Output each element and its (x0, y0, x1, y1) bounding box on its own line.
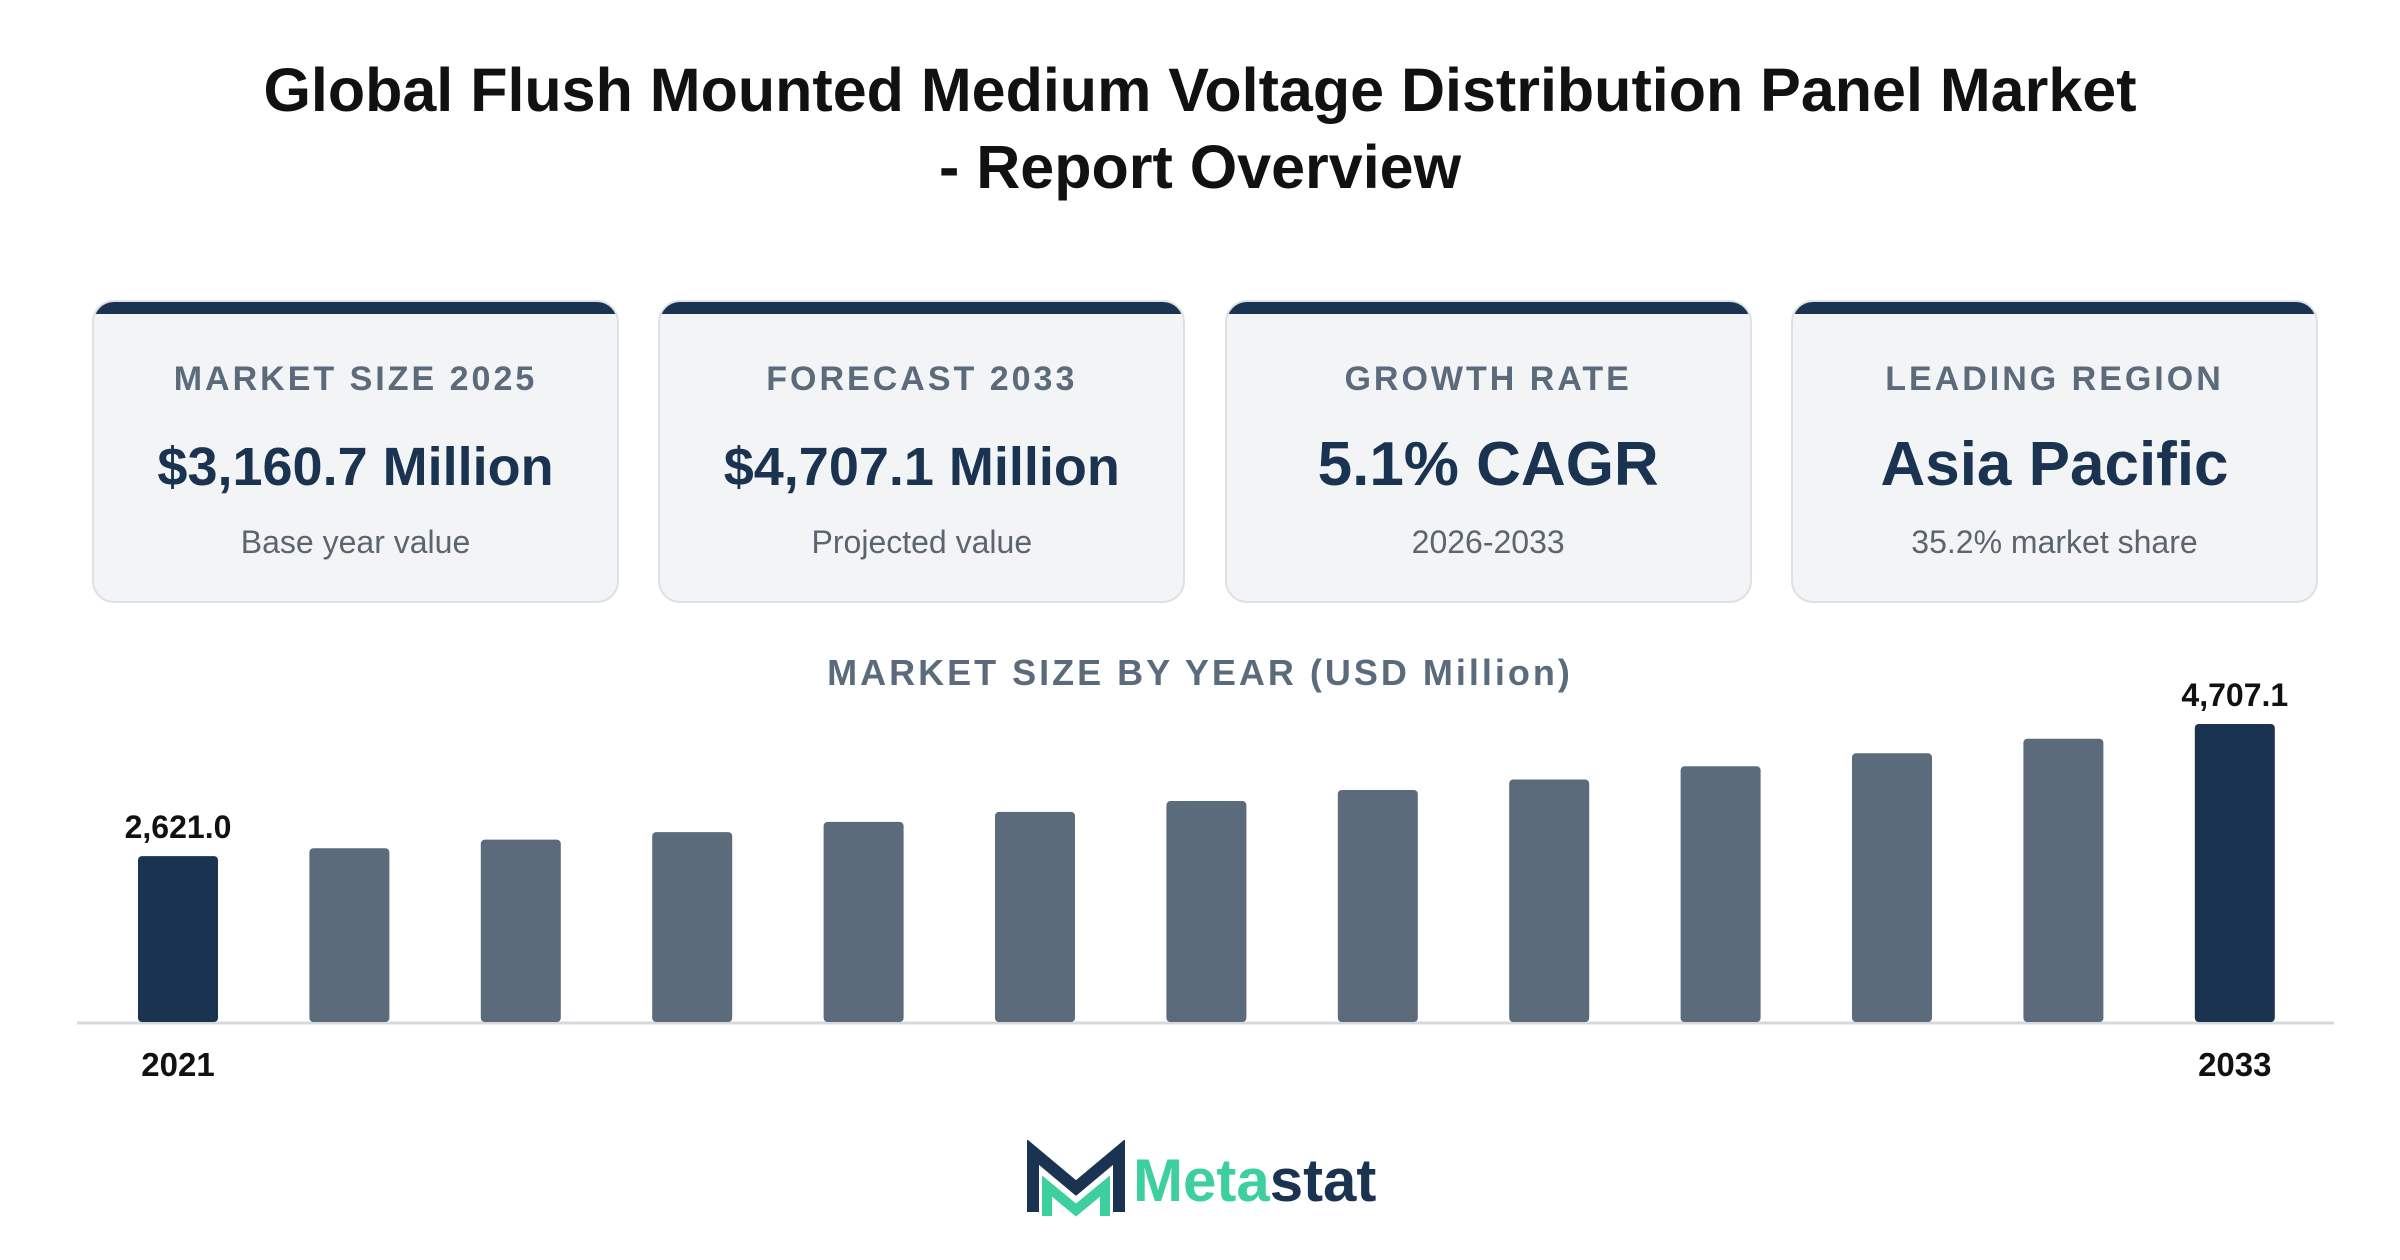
x-tick-label-2021: 2021 (141, 1046, 214, 1083)
bar-2030 (1680, 766, 1761, 1022)
bar-2022 (309, 848, 390, 1022)
card-value: 5.1% CAGR (1317, 430, 1659, 499)
bar-2024 (652, 832, 733, 1022)
logo-text-meta: Meta (1133, 1146, 1270, 1214)
chart-title: MARKET SIZE BY YEAR (USD Million) (827, 652, 1573, 693)
card-market-size: MARKET SIZE 2025 $3,160.7 Million Base y… (92, 300, 619, 603)
bar-2021 (138, 856, 218, 1022)
bar-2029 (1509, 779, 1590, 1022)
page-title: Global Flush Mounted Medium Voltage Dist… (0, 52, 2400, 206)
card-growth-rate: GROWTH RATE 5.1% CAGR 2026-2033 (1224, 300, 1752, 603)
card-accent-bar (1792, 302, 2316, 314)
bar-2028 (1337, 789, 1418, 1022)
card-subtext: Projected value (811, 524, 1033, 560)
bar-2023 (480, 839, 561, 1022)
bar-2027 (1166, 801, 1247, 1022)
card-value: $3,160.7 Million (157, 437, 554, 497)
card-forecast: FORECAST 2033 $4,707.1 Million Projected… (658, 300, 1186, 603)
card-accent-bar (94, 302, 617, 314)
card-subtext: Base year value (240, 524, 471, 560)
value-label-2021: 2,621.0 (125, 809, 232, 845)
title-line-1: Global Flush Mounted Medium Voltage Dist… (263, 56, 2137, 124)
bar-chart: 2,621.0 2021 4,707.1 2033 (77, 680, 2334, 1083)
kpi-cards: MARKET SIZE 2025 $3,160.7 Million Base y… (92, 300, 2318, 603)
card-accent-bar (660, 302, 1184, 314)
x-tick-label-2033: 2033 (2198, 1046, 2271, 1083)
card-subtext: 35.2% market share (1911, 524, 2198, 560)
card-label: MARKET SIZE 2025 (173, 360, 538, 398)
card-label: LEADING REGION (1885, 360, 2224, 398)
bar-2032 (2023, 738, 2104, 1022)
bar-2026 (995, 811, 1075, 1022)
card-value: $4,707.1 Million (723, 437, 1120, 497)
bar-2025 (823, 821, 904, 1022)
logo-wordmark: Metastat (1133, 1146, 1376, 1215)
card-value: Asia Pacific (1880, 430, 2229, 499)
metastat-logo: Metastat (1025, 1140, 1376, 1220)
card-label: FORECAST 2033 (766, 360, 1078, 398)
logo-text-stat: stat (1269, 1146, 1377, 1214)
bar-2033 (2194, 724, 2275, 1022)
bar-2031 (1852, 753, 1932, 1022)
title-line-2: - Report Overview (938, 133, 1462, 201)
card-leading-region: LEADING REGION Asia Pacific 35.2% market… (1790, 300, 2318, 603)
card-label: GROWTH RATE (1344, 360, 1632, 398)
card-subtext: 2026-2033 (1411, 524, 1565, 560)
metastat-m-icon (1027, 1140, 1125, 1217)
card-accent-bar (1226, 302, 1750, 314)
value-label-2033: 4,707.1 (2181, 680, 2288, 713)
